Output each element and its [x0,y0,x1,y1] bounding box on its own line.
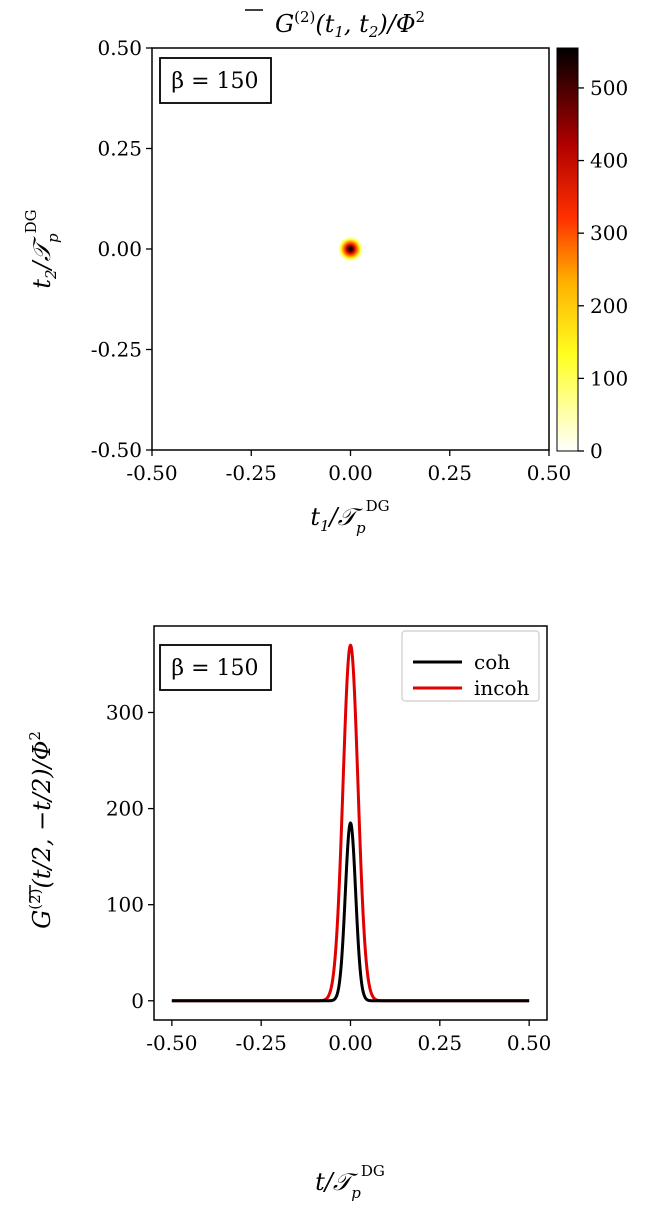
line-y-axis: 0 100 200 300 [106,700,154,1013]
annotation-box [159,57,272,104]
colorbar-tick-label: 100 [590,366,628,390]
x-tick-label: 0.00 [328,1031,373,1055]
y-tick-label: 300 [106,700,144,724]
heatmap-x-axis: -0.50 -0.25 0.00 0.25 0.50 [126,450,571,485]
heatmap-x-label: t1/𝒯pDG [310,497,389,537]
heatmap-title: G(2)(t1, t2)/Φ2 [275,8,425,41]
annotation-text: β = 150 [171,69,258,94]
y-tick-label: 0.50 [97,36,142,60]
y-tick-label: 100 [106,893,144,917]
y-tick-label: 0.25 [97,137,142,161]
heatmap-chart: G(2)(t1, t2)/Φ2 -0.50 -0.25 0.00 0.25 0.50 -… [22,8,628,537]
heatmap-y-label: t2/𝒯pDG [22,209,62,288]
y-tick-label: 200 [106,797,144,821]
colorbar-tick-label: 0 [590,439,603,463]
heatmap-y-axis: -0.50 -0.25 0.00 0.25 0.50 [91,36,152,462]
colorbar-tick-label: 300 [590,221,628,245]
heatmap-peak [337,236,364,262]
line-x-label: t/𝒯pDG [315,1162,385,1202]
legend-label-coh: coh [474,650,510,674]
legend: coh incoh [401,630,540,702]
colorbar-tick-label: 200 [590,294,628,318]
x-tick-label: -0.25 [226,461,277,485]
x-tick-label: 0.50 [527,461,572,485]
colorbar: 0 100 200 300 400 500 [556,47,628,463]
line-y-label: G(2)(t/2, −t/2)/Φ2 [26,731,56,929]
annotation-text: β = 150 [171,656,258,681]
y-tick-label: -0.50 [91,438,142,462]
colorbar-axis: 0 100 200 300 400 500 [578,76,628,463]
y-tick-label: 0 [131,989,144,1013]
x-tick-label: 0.25 [427,461,472,485]
line-series-group [170,643,531,1003]
x-tick-label: 0.50 [507,1031,552,1055]
y-tick-label: -0.25 [91,338,142,362]
colorbar-gradient [556,47,579,452]
colorbar-tick-label: 400 [590,149,628,173]
line-chart: -0.50 -0.25 0.00 0.25 0.50 0 100 200 300 t/𝒯pDG… [26,625,551,1202]
colorbar-tick-label: 500 [590,76,628,100]
annotation-box [159,644,272,691]
y-tick-label: 0.00 [97,237,142,261]
x-tick-label: 0.25 [418,1031,463,1055]
line-annotation: β = 150 [159,644,272,691]
heatmap-annotation: β = 150 [159,57,272,104]
legend-frame [401,630,540,702]
series-line-coh [170,821,531,1003]
x-tick-label: -0.50 [126,461,177,485]
x-tick-label: -0.50 [146,1031,197,1055]
x-tick-label: 0.00 [328,461,373,485]
line-x-axis: -0.50 -0.25 0.00 0.25 0.50 [146,1020,551,1055]
x-tick-label: -0.25 [236,1031,287,1055]
legend-label-incoh: incoh [474,676,530,700]
